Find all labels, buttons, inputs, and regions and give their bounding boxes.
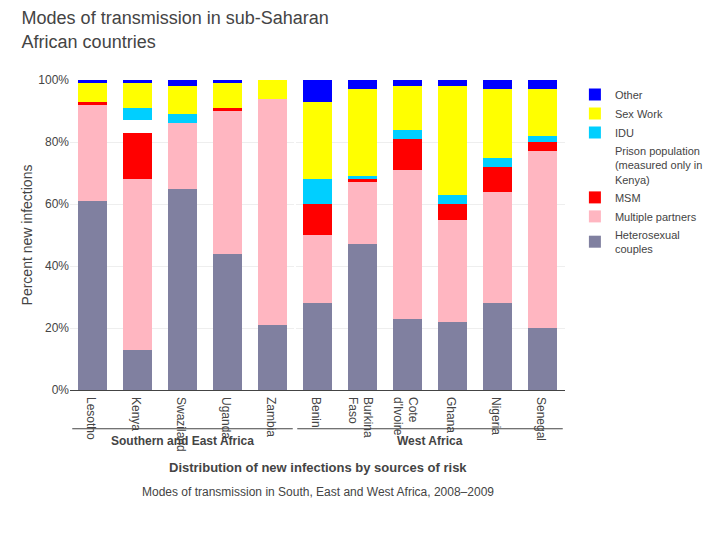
svg-text:Coted'Ivoire: Coted'Ivoire: [391, 397, 421, 436]
svg-text:80%: 80%: [45, 135, 69, 149]
svg-text:40%: 40%: [45, 259, 69, 273]
svg-text:Uganda: Uganda: [219, 397, 233, 439]
svg-text:Swaziland: Swaziland: [174, 397, 188, 452]
svg-text:Heterosexualcouples: Heterosexualcouples: [615, 229, 680, 255]
svg-text:Sex Work: Sex Work: [615, 108, 663, 120]
svg-text:Zambia: Zambia: [264, 397, 278, 437]
svg-text:Senegal: Senegal: [534, 397, 548, 441]
svg-text:60%: 60%: [45, 197, 69, 211]
svg-text:Prison population(measured onl: Prison population(measured only inKenya): [615, 145, 702, 186]
svg-text:Southern and East Africa: Southern and East Africa: [111, 434, 254, 448]
svg-text:IDU: IDU: [615, 127, 634, 139]
svg-text:West Africa: West Africa: [397, 434, 463, 448]
svg-text:Modes of transmission in sub-S: Modes of transmission in sub-SaharanAfri…: [22, 8, 329, 51]
svg-text:Ghana: Ghana: [444, 397, 458, 433]
svg-text:Percent new infections: Percent new infections: [19, 165, 35, 306]
svg-text:Benin: Benin: [309, 397, 323, 428]
svg-text:MSM: MSM: [615, 192, 641, 204]
svg-text:BurkinaFaso: BurkinaFaso: [346, 397, 376, 438]
svg-text:Kenya: Kenya: [129, 397, 143, 431]
svg-text:Nigeria: Nigeria: [489, 397, 503, 435]
svg-text:Distribution of new infections: Distribution of new infections by source…: [169, 460, 467, 475]
svg-text:100%: 100%: [38, 73, 69, 87]
svg-text:Multiple partners: Multiple partners: [615, 211, 697, 223]
svg-text:20%: 20%: [45, 321, 69, 335]
svg-text:Modes of transmission in South: Modes of transmission in South, East and…: [142, 485, 494, 499]
svg-text:Lesotho: Lesotho: [84, 397, 98, 440]
svg-text:Other: Other: [615, 89, 643, 101]
svg-text:0%: 0%: [52, 383, 70, 397]
